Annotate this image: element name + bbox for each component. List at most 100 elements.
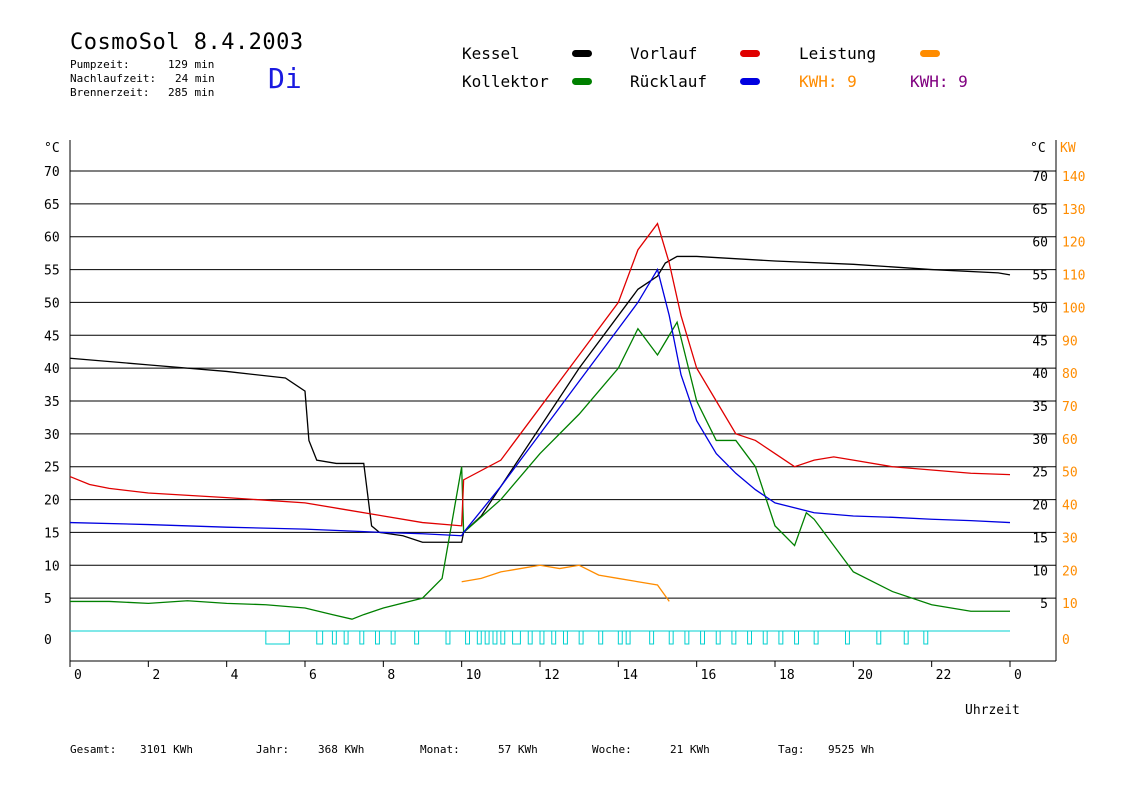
y-tick-label-right: 55 <box>1032 269 1048 284</box>
y-tick-label-right: 65 <box>1032 203 1048 218</box>
pump-pulse <box>492 630 498 645</box>
x-tick-label: 12 <box>544 668 560 683</box>
y-tick-label: 0 <box>44 633 52 648</box>
footer-monat-value: 57 KWh <box>498 743 538 756</box>
y-tick-label: 65 <box>44 198 60 213</box>
pump-pulse <box>684 630 690 645</box>
pump-pulse <box>390 630 396 645</box>
x-tick-label: 10 <box>466 668 482 683</box>
pump-pulse <box>649 630 655 645</box>
y-axis-unit-left: °C <box>44 141 60 156</box>
pump-pulse <box>331 630 337 645</box>
legend-leistung-swatch <box>920 50 940 57</box>
pump-pulse <box>343 630 349 645</box>
footer-monat-label: Monat: <box>420 743 460 756</box>
pump-pulse <box>668 630 674 645</box>
y-tick-label-right: 15 <box>1032 531 1048 546</box>
footer-woche-label: Woche: <box>592 743 632 756</box>
pump-pulse <box>265 630 290 645</box>
pump-pulse <box>903 630 909 645</box>
y-tick-label-right: 50 <box>1032 301 1048 316</box>
y-tick-label: 40 <box>44 362 60 377</box>
legend-leistung: Leistung <box>799 44 877 63</box>
y-axis-unit-right: °C <box>1030 141 1046 156</box>
y2-tick-label: 60 <box>1062 433 1078 448</box>
pump-pulse <box>731 630 737 645</box>
y-tick-label: 60 <box>44 231 60 246</box>
y2-tick-label: 0 <box>1062 633 1070 648</box>
series-line-leistung <box>461 564 670 602</box>
y-tick-label: 15 <box>44 526 60 541</box>
pump-pulse <box>700 630 705 645</box>
brenner-time-label: Brennerzeit: <box>70 86 150 99</box>
y-tick-label: 45 <box>44 329 60 344</box>
y-tick-label: 30 <box>44 428 60 443</box>
y-tick-label-right: 60 <box>1032 236 1048 251</box>
y2-tick-label: 40 <box>1062 499 1078 514</box>
y-tick-label-right: 20 <box>1032 499 1048 514</box>
pump-pulse <box>578 630 584 645</box>
y2-tick-label: 140 <box>1062 170 1085 185</box>
x-tick-label: 20 <box>857 668 873 683</box>
series-line-vorlauf <box>69 222 1011 527</box>
legend-kwh-second: KWH: 9 <box>910 72 968 91</box>
x-axis-title: Uhrzeit <box>965 703 1020 718</box>
pump-pulse <box>316 630 324 645</box>
y-tick-label: 70 <box>44 165 60 180</box>
y-tick-label: 55 <box>44 264 60 279</box>
pump-pulse <box>563 630 568 645</box>
y2-tick-label: 110 <box>1062 269 1085 284</box>
series-line-kollektor <box>70 320 1010 620</box>
pump-pulse <box>445 630 451 645</box>
pump-time-label: Pumpzeit: <box>70 58 130 71</box>
x-tick-label: 8 <box>387 668 395 683</box>
pump-pulse <box>813 630 819 645</box>
page-title: CosmoSol 8.4.2003 <box>70 30 304 55</box>
legend-ruecklauf-swatch <box>740 78 760 85</box>
legend-kessel: Kessel <box>462 44 520 63</box>
pump-pulse <box>715 630 721 645</box>
y-tick-label-right: 45 <box>1032 334 1048 349</box>
footer-tag-label: Tag: <box>778 743 805 756</box>
x-tick-label: 6 <box>309 668 317 683</box>
y-tick-label: 50 <box>44 296 60 311</box>
pump-pulse <box>876 630 882 645</box>
footer-jahr-value: 368 KWh <box>318 743 365 756</box>
y2-tick-label: 120 <box>1062 236 1085 251</box>
y-tick-label-right: 5 <box>1040 597 1048 612</box>
legend-vorlauf-swatch <box>740 50 760 57</box>
pump-pulse <box>359 630 365 645</box>
pump-pulse <box>414 630 420 645</box>
nachlauf-time-value: 24 min <box>175 72 215 85</box>
x-tick-label: 22 <box>936 668 952 683</box>
pump-time-value: 129 min <box>168 58 215 71</box>
pump-pulse <box>500 630 506 645</box>
legend-kollektor-swatch <box>572 78 592 85</box>
y2-tick-label: 90 <box>1062 334 1078 349</box>
y-tick-label: 25 <box>44 461 60 476</box>
x-tick-label: 0 <box>74 668 82 683</box>
x-tick-label: 0 <box>1014 668 1022 683</box>
y2-tick-label: 70 <box>1062 400 1078 415</box>
legend-kessel-swatch <box>572 50 592 57</box>
y-tick-label: 5 <box>44 592 52 607</box>
legend-ruecklauf: Rücklauf <box>630 72 708 91</box>
y2-tick-label: 20 <box>1062 564 1078 579</box>
x-tick-label: 4 <box>231 668 239 683</box>
legend-vorlauf: Vorlauf <box>630 44 698 63</box>
pump-pulse <box>484 630 490 645</box>
y2-tick-label: 30 <box>1062 531 1078 546</box>
pump-pulse <box>476 630 482 645</box>
y-tick-label: 35 <box>44 395 60 410</box>
footer-tag-value: 9525 Wh <box>828 743 875 756</box>
footer-gesamt-label: Gesamt: <box>70 743 117 756</box>
pump-pulse <box>375 630 380 645</box>
series-line-ruecklauf <box>69 267 1011 537</box>
y-tick-label-right: 40 <box>1032 367 1048 382</box>
pump-pulse <box>551 630 557 645</box>
x-tick-label: 18 <box>779 668 795 683</box>
y-tick-label-right: 35 <box>1032 400 1048 415</box>
footer-woche-value: 21 KWh <box>670 743 710 756</box>
legend-kwh-leistung: KWH: 9 <box>799 72 857 91</box>
